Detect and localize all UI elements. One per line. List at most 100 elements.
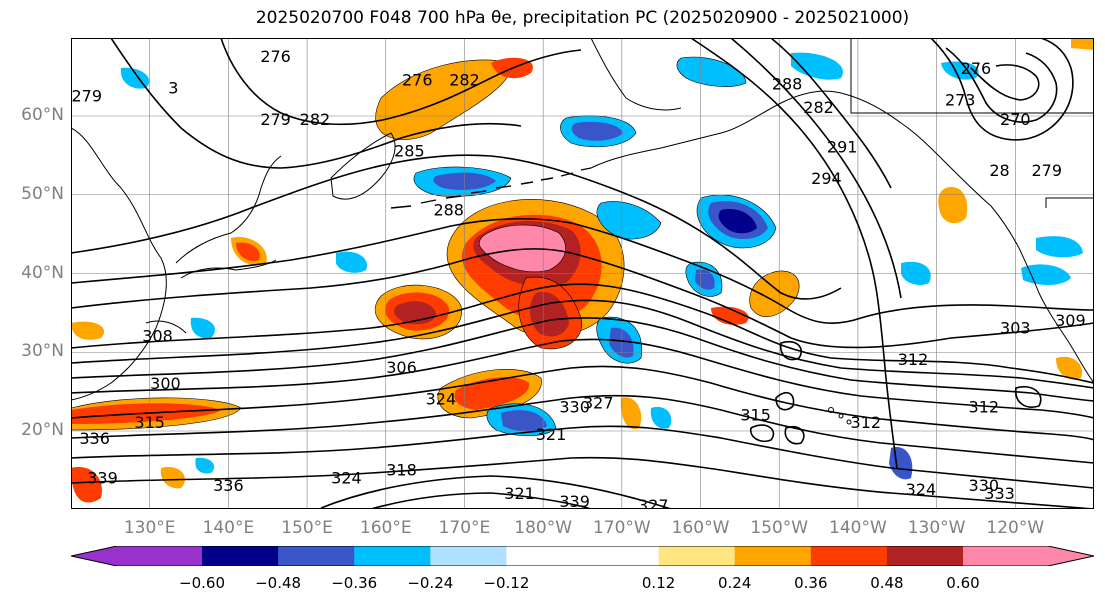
graticule [71, 38, 1094, 509]
longitude-label: 140°W [829, 518, 887, 538]
colorbar-tick-label: −0.48 [255, 574, 302, 592]
theta-e-contour-line [71, 317, 1094, 402]
contour-value-label: 312 [969, 397, 1000, 416]
colorbar-tick-label: −0.36 [331, 574, 378, 592]
contour-value-label: 291 [827, 138, 858, 157]
latitude-label: 60°N [21, 105, 64, 125]
contour-value-label: 336 [79, 429, 110, 448]
contour-labels: 276 279 3 279 276 282 282 285 288 308 300 306 324 315… [71, 47, 1085, 509]
contour-value-label: 315 [134, 413, 165, 432]
theta-e-contour-line [71, 217, 1094, 324]
latitude-label: 30°N [21, 341, 64, 362]
theta-e-contour-line [945, 47, 1058, 123]
contour-value-label: 279 [1032, 161, 1063, 180]
colorbar-segment [506, 546, 660, 566]
theta-e-contour-line [784, 425, 805, 445]
contour-value-label: 279 [71, 86, 102, 105]
contour-value-label: 270 [1000, 110, 1031, 129]
contour-value-label: 336 [213, 476, 244, 495]
theta-e-contour-line [71, 456, 1094, 509]
colorbar-segment [810, 546, 888, 566]
theta-e-contour-line [930, 38, 1074, 141]
theta-e-contour-line [110, 38, 522, 169]
coastlines [71, 38, 1094, 425]
theta-e-contour-line [779, 340, 803, 361]
contour-value-label: 282 [449, 71, 480, 90]
contour-value-label: 28 [989, 161, 1009, 180]
contour-value-label: 308 [142, 327, 173, 346]
contour-value-label: 303 [1000, 319, 1031, 338]
theta-e-contour-line [750, 424, 775, 443]
contour-value-label: 312 [898, 350, 929, 369]
theta-e-contour-line [690, 38, 898, 469]
theta-e-contour-line [71, 299, 1094, 389]
colorbar-tick-label: 0.60 [946, 574, 980, 592]
colorbar-tick-label: 0.24 [717, 574, 752, 592]
contour-value-label: 276 [260, 47, 291, 66]
contour-value-label: 321 [504, 484, 535, 503]
theta-e-contour-line [970, 64, 1040, 101]
theta-e-contour-line [71, 425, 1094, 489]
theta-e-contour-line [71, 365, 1094, 441]
longitude-label: 120°W [986, 518, 1045, 538]
contour-value-label: 306 [386, 358, 417, 377]
contour-value-label: 288 [772, 75, 803, 94]
longitude-label: 160°E [359, 518, 412, 538]
longitude-label: 180°W [514, 518, 573, 538]
contour-value-label: 330 [559, 397, 590, 416]
longitude-label: 170°E [438, 518, 491, 538]
map-panel: 276 279 3 279 276 282 282 285 288 308 300 306 324 315… [71, 38, 1094, 509]
colorbar-segment [278, 546, 355, 566]
latitude-label: 20°N [21, 420, 64, 440]
longitude-label: 150°E [281, 518, 333, 538]
theta-e-contour-line [71, 248, 1094, 349]
theta-e-contour-line [71, 394, 1094, 464]
contour-value-label: 327 [638, 496, 669, 509]
contour-value-label: 324 [906, 480, 937, 499]
latitude-label: 50°N [21, 183, 64, 204]
contour-value-label: 273 [945, 90, 976, 109]
contour-value-label: 312 [851, 413, 882, 432]
colorbar-segment [886, 546, 964, 566]
colorbar-tick-label: −0.60 [179, 574, 225, 592]
contour-value-label: 288 [433, 201, 464, 220]
longitude-label: 140°E [202, 518, 255, 538]
contour-value-label: 339 [87, 468, 118, 487]
colorbar-tick-label: −0.12 [483, 574, 530, 592]
map-frame [71, 38, 1094, 509]
contour-value-label: 276 [961, 59, 992, 78]
theta-e-contour-line [775, 391, 795, 411]
theta-e-contour-line [71, 154, 842, 300]
map-canvas: 276 279 3 279 276 282 282 285 288 308 300 306 324 315… [71, 38, 1094, 509]
contour-value-label: 324 [426, 390, 457, 409]
colorbar-tick-label: 0.12 [641, 574, 676, 592]
contour-value-label: 318 [386, 460, 417, 479]
colorbar [71, 546, 1094, 566]
theta-e-contour-line [71, 338, 1094, 419]
theta-e-contour-line [220, 38, 582, 126]
contour-value-label: 282 [300, 110, 331, 129]
longitude-label: 130°W [907, 518, 966, 538]
contour-value-label: 276 [402, 71, 433, 90]
theta-e-contour-line [71, 283, 1094, 384]
contour-value-label: 333 [984, 484, 1015, 503]
longitude-label: 150°W [750, 518, 809, 538]
colorbar-segment [658, 546, 736, 566]
contour-value-label: 327 [583, 393, 614, 412]
theta-e-contour-line [730, 38, 902, 299]
contour-value-label: 330 [969, 476, 1000, 495]
colorbar-tick-label: 0.36 [794, 574, 828, 592]
contour-value-label: 300 [150, 374, 181, 393]
colorbar-lower-extension [71, 546, 202, 566]
theta-e-contour-line [370, 492, 592, 509]
latitude-label: 40°N [21, 262, 64, 283]
colorbar-tick-label: 0.48 [870, 574, 904, 592]
contour-value-label: 282 [803, 98, 834, 117]
theta-e-contour-line [320, 475, 672, 509]
theta-e-contour-line [1015, 386, 1042, 408]
map-title: 2025020700 F048 700 hPa θe, precipitatio… [255, 8, 910, 28]
contour-value-label: 279 [260, 110, 291, 129]
contour-value-label: 315 [740, 405, 771, 424]
theta-e-contour-line [770, 38, 892, 189]
contour-value-label: 285 [394, 141, 425, 160]
